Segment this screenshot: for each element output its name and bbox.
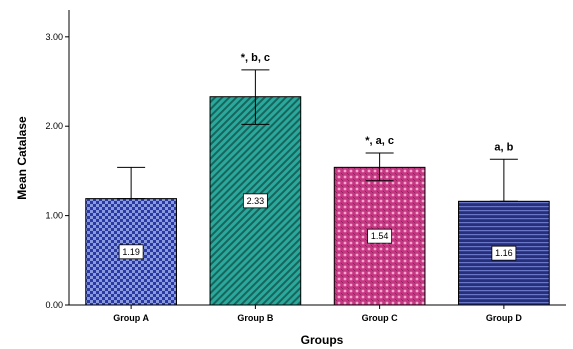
value-label-box <box>367 228 393 244</box>
y-tick-label: 1.00 <box>45 211 63 221</box>
y-tick-label: 3.00 <box>45 32 63 42</box>
value-label: 1.54 <box>371 231 389 241</box>
error-bars <box>117 69 518 202</box>
value-label-box <box>242 193 268 209</box>
value-label: 1.16 <box>495 248 513 258</box>
x-tick-label: Group C <box>362 313 398 323</box>
y-ticks: 0.00 1.00 2.00 3.00 <box>45 32 69 310</box>
bars <box>85 96 550 306</box>
significance-label: *, b, c <box>241 52 270 64</box>
value-labels: 1.19 2.33 1.54 1.16 <box>118 193 517 261</box>
y-tick-label: 0.00 <box>45 300 63 310</box>
x-axis-title: Groups <box>301 333 344 347</box>
significance-annotations: *, b, c *, a, c a, b <box>241 52 514 153</box>
value-label-box <box>491 245 517 261</box>
x-tick-label: Group B <box>237 313 273 323</box>
value-label-box <box>118 244 144 260</box>
x-ticks: Group A Group B Group C Group D <box>113 305 522 323</box>
value-label: 1.19 <box>122 247 140 257</box>
x-tick-label: Group D <box>486 313 522 323</box>
y-tick-label: 2.00 <box>45 121 63 131</box>
value-label: 2.33 <box>247 196 265 206</box>
y-axis-title: Mean Catalase <box>15 116 29 200</box>
significance-label: *, a, c <box>365 135 394 147</box>
x-tick-label: Group A <box>113 313 149 323</box>
significance-label: a, b <box>494 141 513 153</box>
